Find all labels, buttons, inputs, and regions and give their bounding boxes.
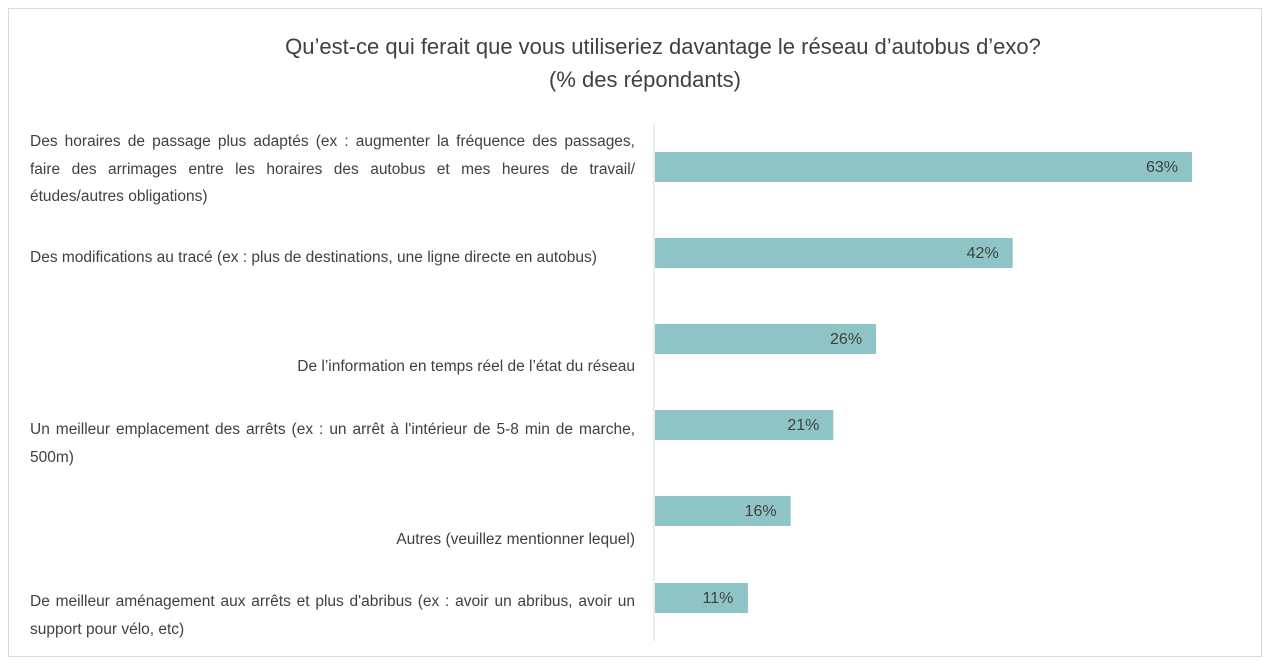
bar: [655, 583, 748, 613]
bar: [655, 324, 877, 354]
chart-title: Qu’est-ce qui ferait que vous utiliserie…: [285, 34, 1041, 59]
category-label: Des modifications au tracé (ex : plus de…: [30, 249, 597, 266]
chart-subtitle: (% des répondants): [549, 67, 741, 92]
data-label: 21%: [787, 417, 819, 434]
category-label: Des horaires de passage plus adaptés (ex…: [30, 133, 635, 205]
bar: [655, 152, 1192, 182]
bar: [655, 496, 791, 526]
category-label: De meilleur aménagement aux arrêts et pl…: [30, 593, 635, 638]
bar: [655, 410, 834, 440]
data-label: 11%: [703, 590, 734, 607]
chart-border: [8, 8, 1262, 657]
category-label: Autres (veuillez mentionner lequel): [396, 531, 635, 548]
bar: [655, 238, 1013, 268]
data-label: 26%: [830, 331, 862, 348]
category-label: De l’information en temps réel de l’état…: [297, 358, 635, 375]
data-label: 42%: [967, 245, 999, 262]
data-label: 63%: [1146, 159, 1178, 176]
category-label: Un meilleur emplacement des arrêts (ex :…: [30, 421, 635, 466]
data-label: 16%: [745, 503, 777, 520]
